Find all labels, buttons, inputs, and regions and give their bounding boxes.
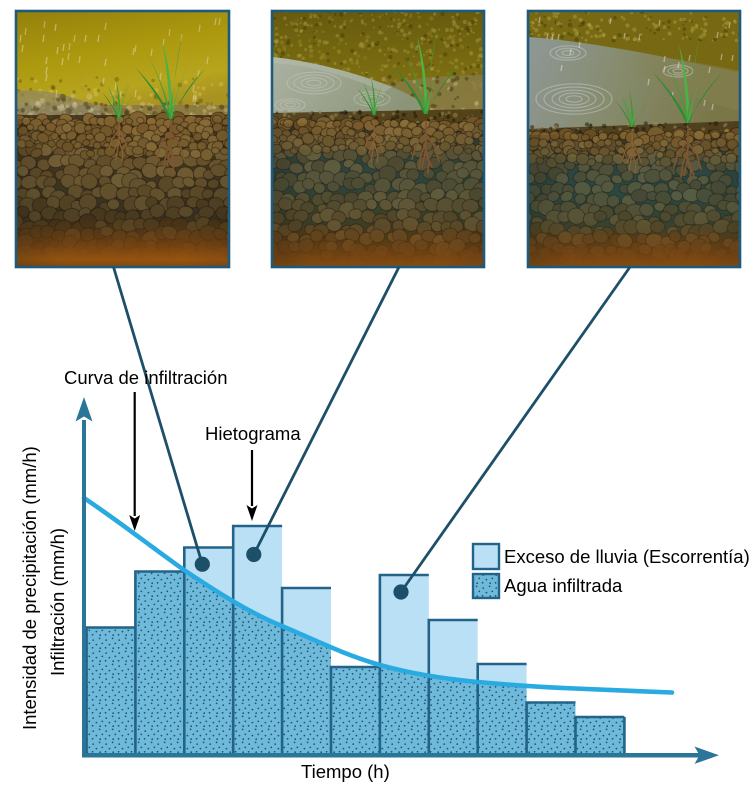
svg-text:Infiltración (mm/h): Infiltración (mm/h)	[47, 528, 68, 676]
svg-text:Hietograma: Hietograma	[205, 423, 301, 444]
svg-text:Tiempo (h): Tiempo (h)	[301, 761, 390, 782]
svg-text:Exceso de lluvia (Escorrentía): Exceso de lluvia (Escorrentía)	[504, 546, 750, 567]
svg-text:Intensidad de precipitación (m: Intensidad de precipitación (mm/h)	[19, 446, 40, 730]
svg-text:Agua infiltrada: Agua infiltrada	[504, 575, 623, 596]
svg-text:Curva de infiltración: Curva de infiltración	[64, 367, 228, 388]
